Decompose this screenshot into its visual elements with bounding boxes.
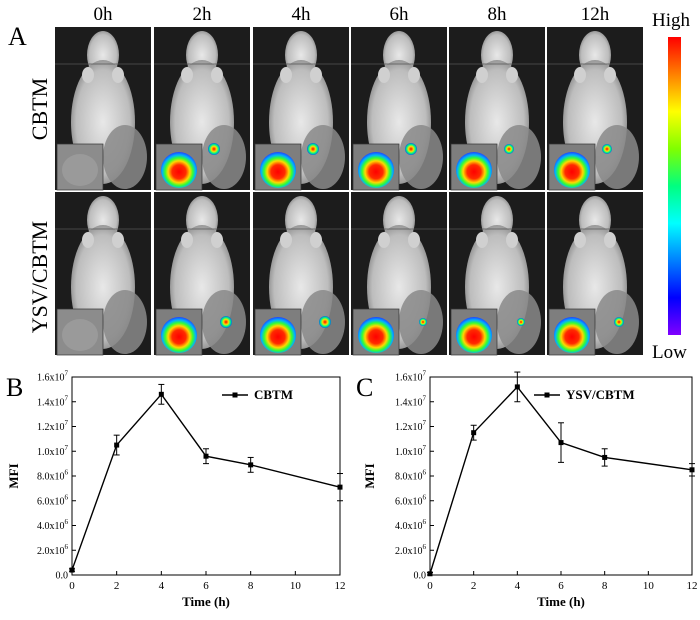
x-tick-label: 2: [114, 580, 120, 592]
data-point: [427, 571, 433, 577]
y-axis-label: MFI: [362, 463, 377, 488]
y-tick-label: 6.0x106: [395, 493, 427, 507]
scale-low-label: Low: [652, 342, 687, 363]
panel-letter: C: [356, 373, 373, 402]
y-axis-label: MFI: [6, 463, 21, 488]
x-tick-label: 6: [558, 580, 564, 592]
data-point: [69, 567, 75, 573]
panel-letter: B: [6, 373, 23, 402]
time-label-6h: 6h: [389, 4, 409, 25]
tile-ysv-6h: [350, 191, 448, 356]
row-label-ysv-cbtm: YSV/CBTM: [27, 220, 52, 334]
data-point: [514, 384, 520, 390]
tile-ysv-0h: [55, 191, 152, 356]
x-tick-label: 0: [69, 580, 75, 592]
data-point: [158, 391, 164, 397]
y-tick-label: 1.2x107: [395, 419, 427, 433]
x-axis-label: Time (h): [537, 594, 585, 609]
y-tick-label: 0.0: [414, 571, 427, 582]
y-tick-label: 1.0x107: [395, 444, 427, 458]
color-scale-bar: [668, 37, 681, 335]
y-tick-label: 1.0x107: [37, 444, 69, 458]
plot-frame: [429, 376, 693, 576]
data-point: [337, 484, 343, 490]
x-tick-label: 8: [248, 580, 254, 592]
tile-cbtm-8h: [448, 27, 546, 191]
x-axis-label: Time (h): [182, 594, 230, 609]
y-tick-label: 2.0x106: [37, 543, 69, 557]
tile-ysv-4h: [252, 191, 350, 356]
x-tick-label: 0: [427, 580, 433, 592]
x-tick-label: 10: [290, 580, 302, 592]
data-point: [558, 440, 564, 446]
y-tick-label: 1.4x107: [395, 394, 427, 408]
x-tick-label: 12: [687, 580, 698, 592]
tile-cbtm-4h: [252, 27, 350, 191]
legend-marker: [544, 392, 550, 398]
tile-cbtm-6h: [350, 27, 448, 191]
time-label-2h: 2h: [192, 4, 212, 25]
y-tick-label: 8.0x106: [395, 469, 427, 483]
x-tick-label: 8: [602, 580, 608, 592]
series-line: [429, 385, 693, 574]
tile-cbtm-2h: [153, 27, 251, 191]
tile-ysv-8h: [448, 191, 546, 356]
y-tick-label: 1.4x107: [37, 394, 69, 408]
plot-frame: [71, 376, 341, 576]
data-point: [602, 454, 608, 460]
data-point: [689, 467, 695, 473]
data-point: [248, 462, 254, 468]
time-label-4h: 4h: [291, 4, 311, 25]
time-label-0h: 0h: [93, 4, 113, 25]
chart-c: C 0.0 2.0x106 4.0x106 6.0x106 8.0x106 1.0x107 1…: [356, 370, 698, 610]
legend-label: CBTM: [254, 387, 293, 402]
tile-cbtm-12h: [546, 27, 644, 191]
panel-a-letter: A: [8, 22, 27, 51]
tile-ysv-12h: [546, 191, 644, 356]
time-label-12h: 12h: [580, 4, 610, 25]
time-label-8h: 8h: [487, 4, 507, 25]
y-tick-label: 1.6x107: [395, 370, 427, 384]
y-tick-label: 0.0: [56, 571, 69, 582]
x-tick-label: 4: [515, 580, 521, 592]
tile-cbtm-0h: [55, 27, 152, 191]
data-point: [471, 430, 477, 436]
y-tick-label: 1.2x107: [37, 419, 69, 433]
y-tick-label: 4.0x106: [37, 518, 69, 532]
x-tick-label: 10: [643, 580, 655, 592]
x-tick-label: 6: [203, 580, 209, 592]
y-tick-label: 1.6x107: [37, 370, 69, 384]
y-tick-label: 2.0x106: [395, 543, 427, 557]
data-point: [114, 442, 120, 448]
series-line: [71, 393, 341, 571]
legend-marker: [232, 392, 238, 398]
y-tick-label: 4.0x106: [395, 518, 427, 532]
row-label-cbtm: CBTM: [27, 77, 52, 141]
x-tick-label: 12: [335, 580, 346, 592]
x-tick-label: 2: [471, 580, 477, 592]
scale-high-label: High: [652, 10, 690, 31]
chart-b: B 0.0 2.0x106 4.0x106 6.0x106 8.0x106 1.0x107 1…: [6, 370, 346, 610]
y-tick-label: 6.0x106: [37, 493, 69, 507]
y-tick-label: 8.0x106: [37, 469, 69, 483]
tile-ysv-2h: [153, 191, 251, 356]
imaging-grid: [55, 27, 644, 356]
x-tick-label: 4: [159, 580, 165, 592]
legend-label: YSV/CBTM: [566, 387, 635, 402]
data-point: [203, 453, 209, 459]
